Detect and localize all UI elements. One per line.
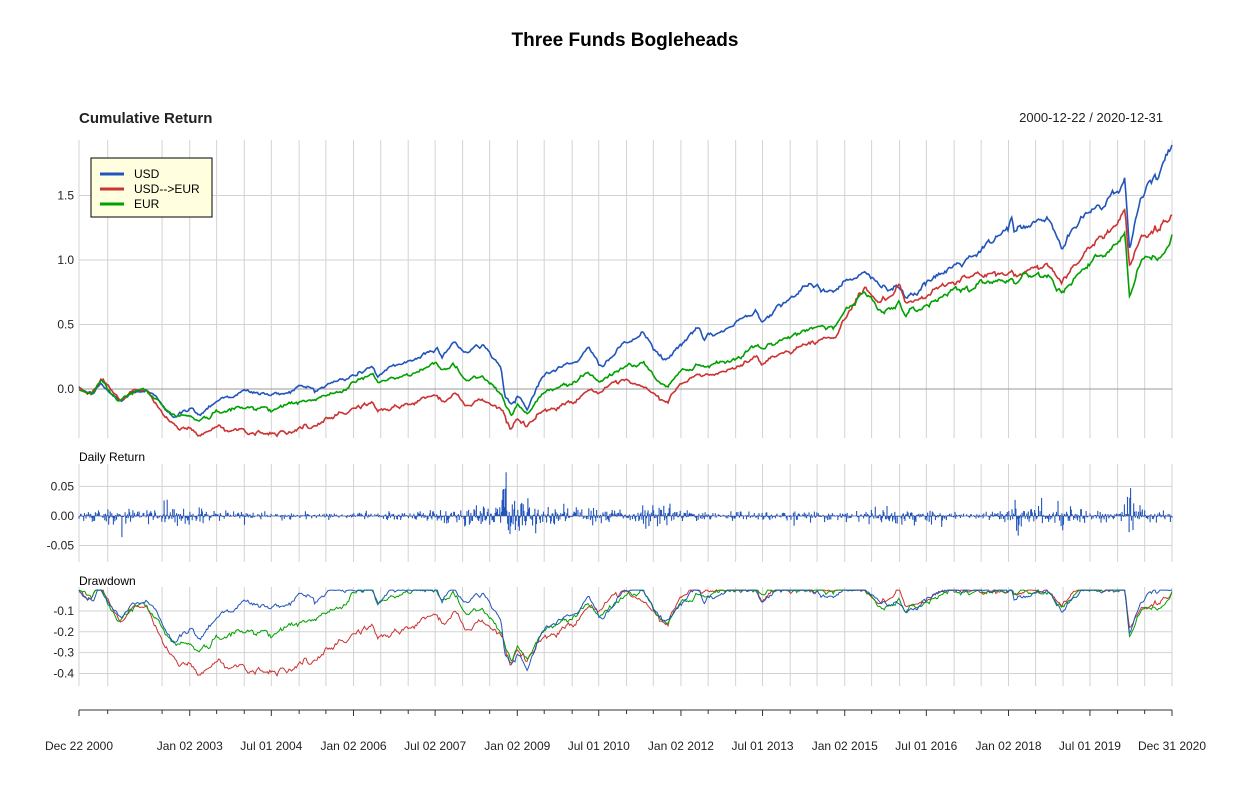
legend-label-usd: USD [134, 167, 160, 181]
daily-return-panel-title: Daily Return [79, 450, 145, 464]
drawdown-line-eur [78, 589, 1173, 662]
y-tick-label: -0.2 [53, 625, 74, 639]
grid-layer: 0.0 0.5 1.0 1.5 -0.05 0.00 0.05 -0.1 -0.2 -0.3 -0.… [47, 140, 1173, 686]
x-axis: Dec 22 2000 Jan 02 2003 Jul 01 2004 Jan 02 … [45, 709, 1206, 753]
x-tick-label: Jul 01 2016 [895, 739, 957, 753]
y-tick-label: 0.5 [57, 317, 74, 331]
legend: USD USD-->EUR EUR [90, 157, 213, 218]
x-tick-label: Dec 22 2000 [45, 739, 113, 753]
y-tick-label: 1.5 [57, 188, 74, 202]
x-tick-label: Jan 02 2012 [648, 739, 714, 753]
drawdown-line-usd [78, 589, 1172, 672]
cumulative-panel-title: Cumulative Return [79, 110, 212, 127]
x-tick-label: Jul 01 2013 [732, 739, 794, 753]
x-tick-label: Jul 02 2007 [404, 739, 466, 753]
x-tick-label: Jan 02 2009 [484, 739, 550, 753]
cumulative-line-usd [78, 144, 1173, 419]
x-tick-label: Jan 02 2006 [320, 739, 386, 753]
y-tick-label: -0.3 [53, 646, 74, 660]
x-tick-label: Jul 01 2019 [1059, 739, 1121, 753]
series-layer [78, 144, 1173, 678]
x-tick-label: Dec 31 2020 [1138, 739, 1206, 753]
y-tick-label: 0.00 [51, 509, 75, 523]
x-tick-label: Jan 02 2018 [975, 739, 1041, 753]
legend-label-eur: EUR [134, 197, 160, 211]
y-tick-label: 0.0 [57, 382, 74, 396]
y-tick-label: -0.1 [53, 604, 74, 618]
cumulative-line-usd-eur [78, 207, 1173, 438]
x-tick-label: Jul 01 2010 [568, 739, 630, 753]
y-tick-label: 0.05 [51, 479, 75, 493]
legend-label-usd-eur: USD-->EUR [134, 182, 200, 196]
cumulative-line-eur [78, 229, 1173, 422]
drawdown-panel-title: Drawdown [79, 574, 136, 588]
y-tick-label: -0.05 [47, 538, 75, 552]
x-tick-label: Jan 02 2015 [812, 739, 878, 753]
x-tick-label: Jul 01 2004 [240, 739, 302, 753]
date-range-label: 2000-12-22 / 2020-12-31 [1019, 110, 1163, 125]
chart-title: Three Funds Bogleheads [512, 30, 739, 51]
x-tick-label: Jan 02 2003 [157, 739, 223, 753]
y-tick-label: -0.4 [53, 666, 74, 680]
y-tick-label: 1.0 [57, 253, 74, 267]
